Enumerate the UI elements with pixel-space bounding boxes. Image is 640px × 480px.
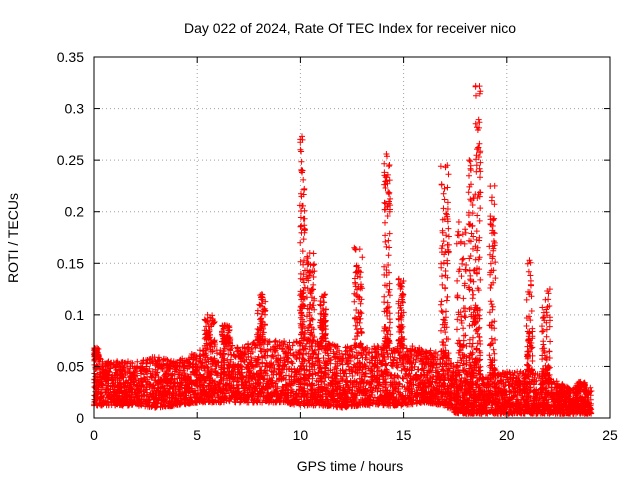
data-points <box>91 82 595 417</box>
y-tick-label: 0.35 <box>57 49 84 65</box>
y-tick-label: 0.1 <box>65 307 85 323</box>
x-axis-ticks: 0 5 10 15 20 25 <box>90 57 618 443</box>
x-tick-label: 20 <box>499 427 515 443</box>
x-tick-label: 0 <box>90 427 98 443</box>
y-tick-label: 0.05 <box>57 358 84 374</box>
x-tick-label: 15 <box>396 427 412 443</box>
plot-frame <box>93 56 611 419</box>
y-tick-label: 0.2 <box>65 204 85 220</box>
roti-series-points <box>91 82 595 417</box>
chart-title: Day 022 of 2024, Rate Of TEC Index for r… <box>184 20 516 36</box>
y-tick-label: 0.25 <box>57 152 84 168</box>
y-tick-label: 0 <box>76 410 84 426</box>
x-axis-label: GPS time / hours <box>297 458 404 474</box>
y-tick-label: 0.3 <box>65 101 85 117</box>
y-tick-label: 0.15 <box>57 255 84 271</box>
x-tick-label: 10 <box>293 427 309 443</box>
x-tick-label: 25 <box>602 427 618 443</box>
x-tick-label: 5 <box>193 427 201 443</box>
y-axis-label: ROTI / TECUs <box>5 193 21 283</box>
y-axis-ticks: 0 0.05 0.1 0.15 0.2 0.25 0.3 0.35 <box>57 49 610 426</box>
